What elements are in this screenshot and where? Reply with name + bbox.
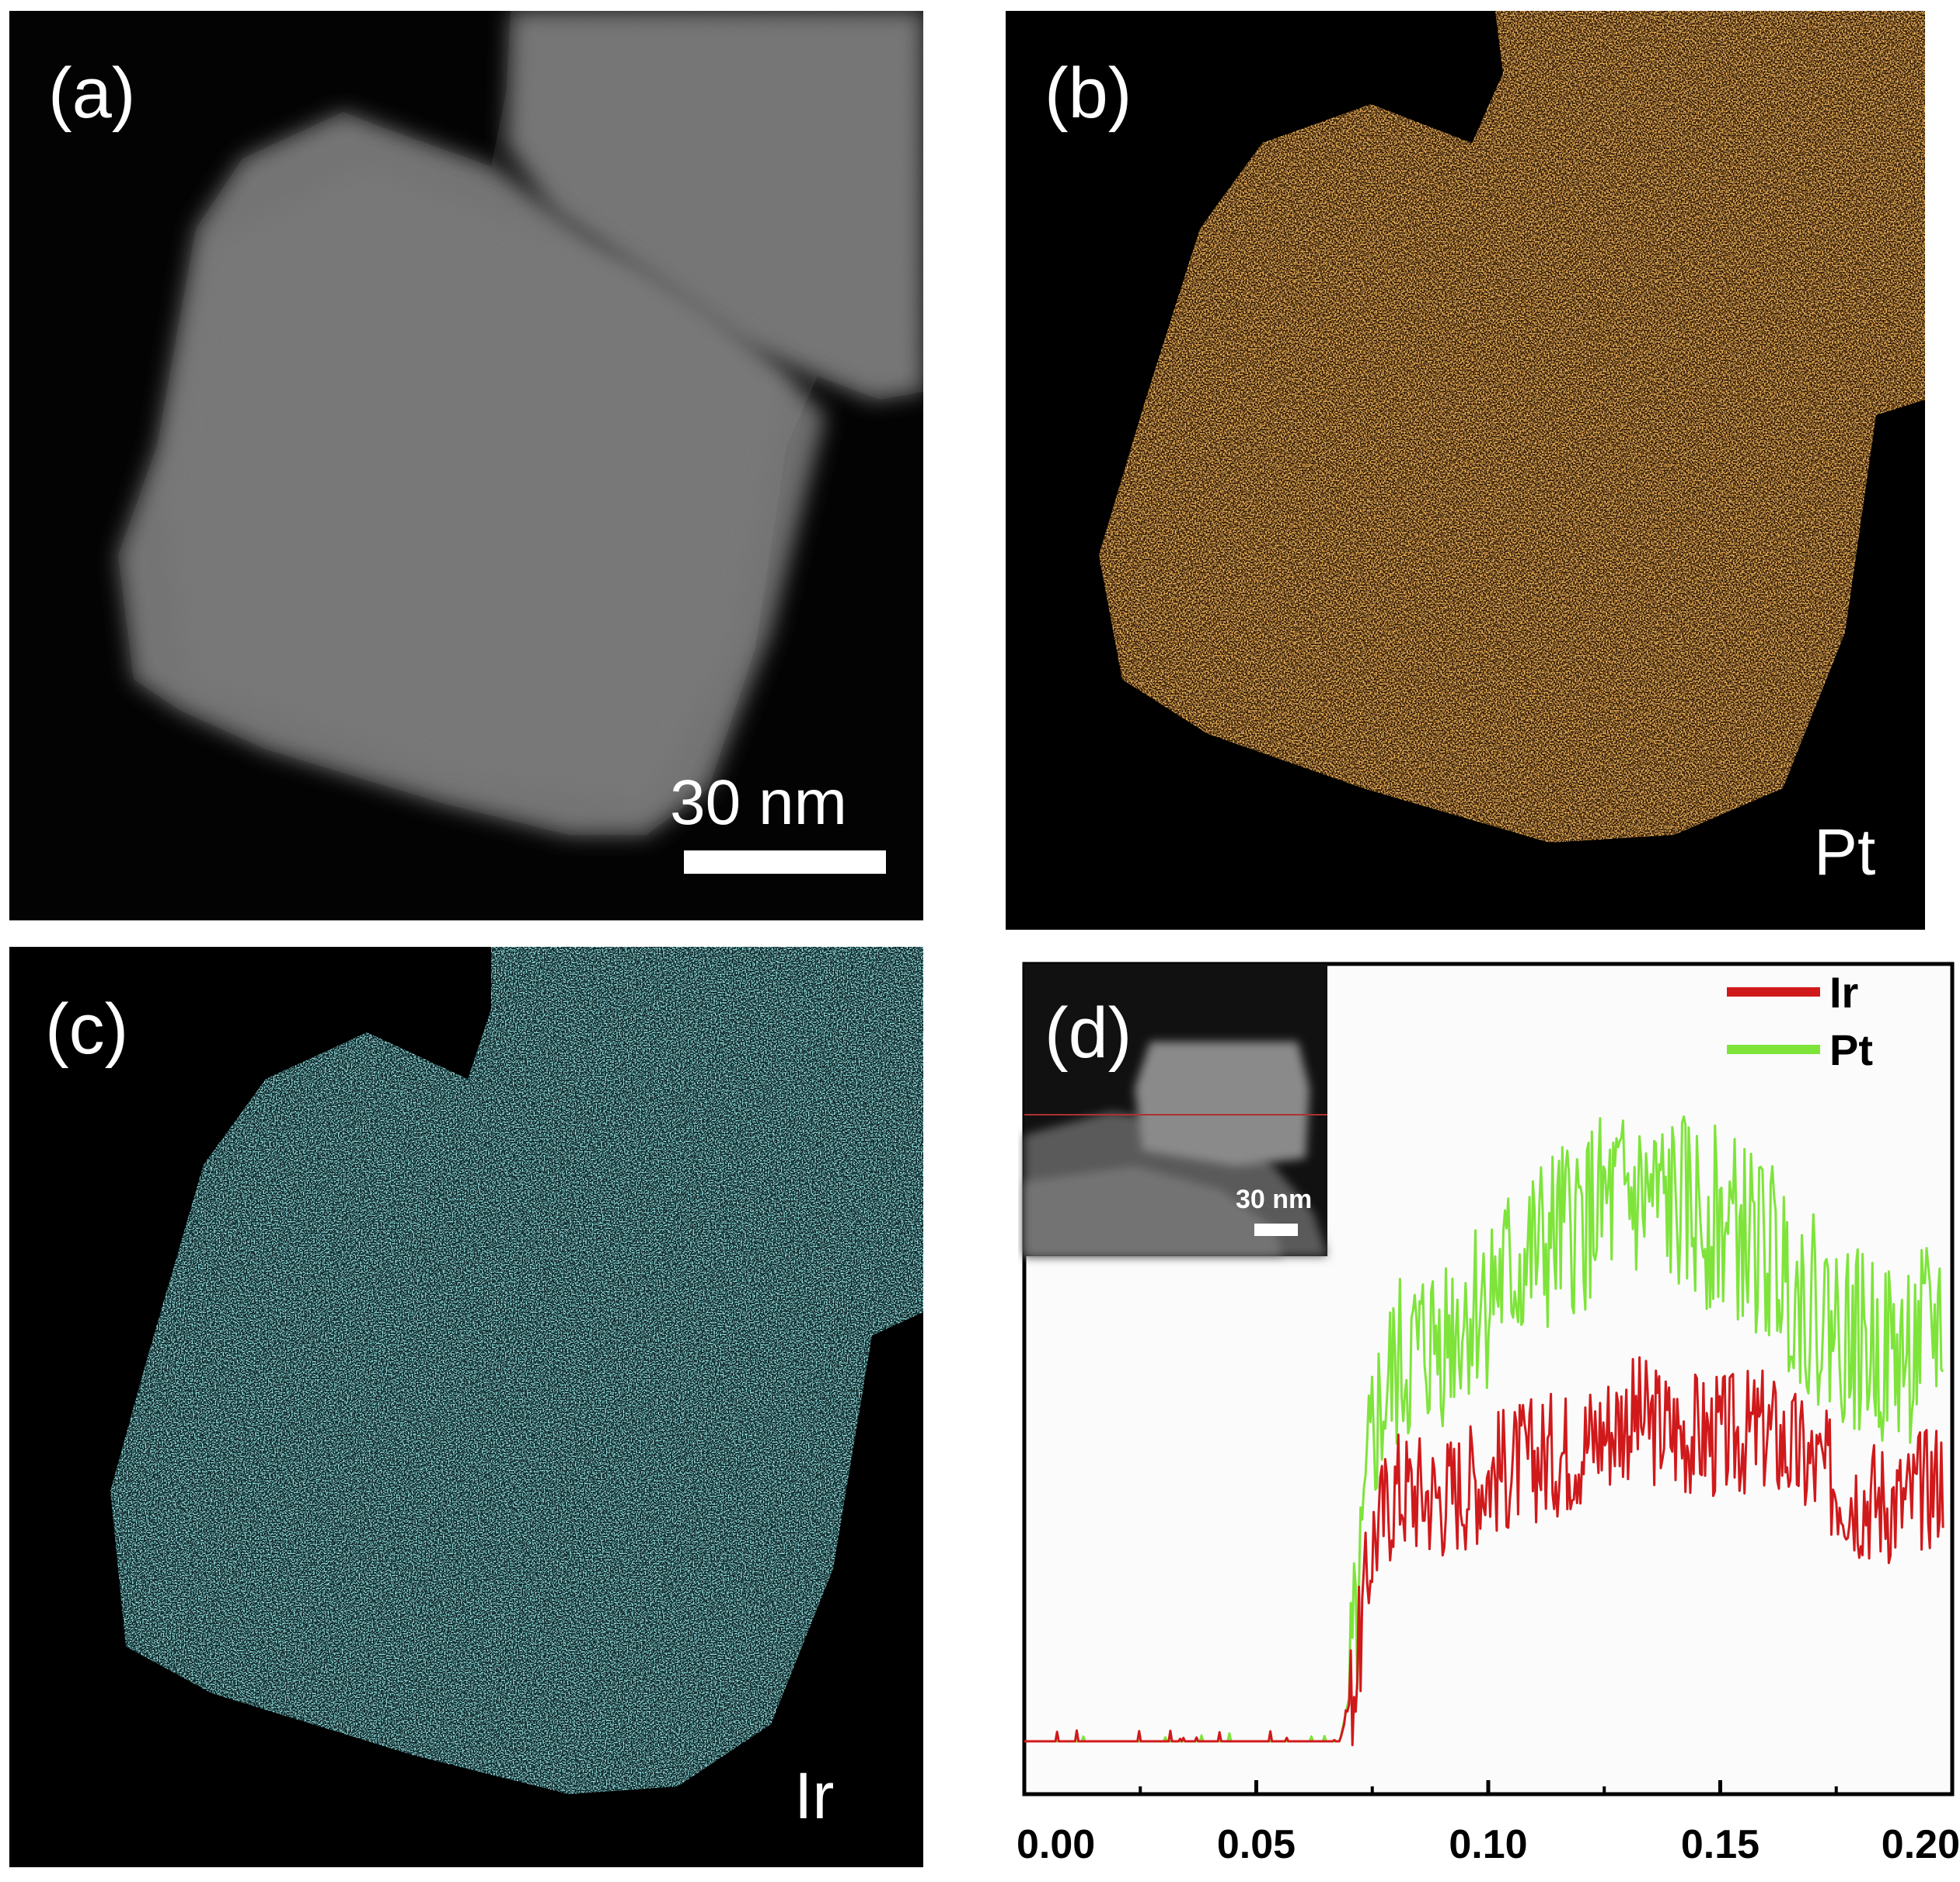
inset-scale-bar-label: 30 nm: [1236, 1185, 1312, 1214]
panel-b-pt-map: (b) Pt: [1006, 11, 1925, 930]
haadf-image: [9, 11, 923, 920]
panel-a-label: (a): [48, 54, 136, 133]
x-tick-label: 0.05: [1217, 1822, 1296, 1867]
x-tick-label: 0.15: [1681, 1822, 1759, 1867]
series-line-ir: [1024, 1356, 1944, 1747]
panel-c-label: (c): [45, 990, 129, 1069]
scale-bar-label: 30 nm: [670, 767, 847, 838]
element-label-pt: Pt: [1814, 815, 1876, 889]
x-tick-label: 0.00: [1018, 1822, 1095, 1867]
legend-label-pt: Pt: [1829, 1025, 1873, 1074]
line-scan-chart: 0.00 0.05 0.10 0.15 0.20 Ir Pt (d) 30 nm: [1017, 962, 1960, 1867]
inset-scale-bar: [1254, 1224, 1298, 1236]
panel-d-line-scan-chart: 0.00 0.05 0.10 0.15 0.20 Ir Pt (d) 30 nm: [1017, 956, 1960, 1878]
x-tick-label: 0.10: [1449, 1822, 1527, 1867]
inset-haadf-image: (d) 30 nm: [1024, 964, 1327, 1256]
panel-d-label: (d): [1045, 993, 1132, 1073]
element-label-ir: Ir: [794, 1759, 835, 1832]
legend-label-ir: Ir: [1829, 968, 1858, 1017]
scale-bar: [684, 850, 886, 874]
ir-elemental-map: [9, 947, 923, 1867]
panel-c-ir-map: (c) Ir: [9, 947, 923, 1867]
panel-b-label: (b): [1045, 54, 1132, 133]
chart-legend: Ir Pt: [1727, 968, 1873, 1074]
x-tick-label: 0.20: [1882, 1822, 1960, 1867]
pt-elemental-map: [1006, 11, 1925, 930]
panel-a-haadf-image: (a) 30 nm: [9, 11, 923, 920]
